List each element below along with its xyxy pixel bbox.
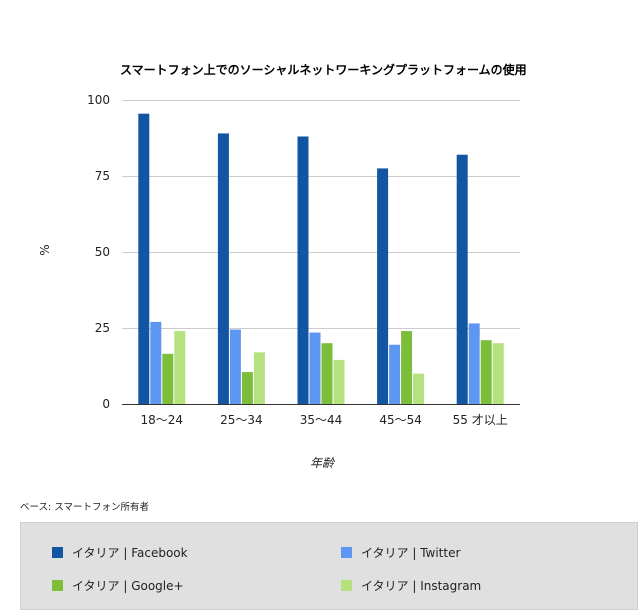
bar-2-4 bbox=[389, 344, 401, 404]
bar-4-1 bbox=[174, 331, 186, 404]
y-axis-title: % bbox=[38, 244, 52, 255]
legend-label-instagram: イタリア | Instagram bbox=[361, 578, 482, 593]
bar-1-5 bbox=[456, 154, 468, 404]
y-tick-label: 75 bbox=[95, 169, 110, 183]
y-tick-labels: 0 25 50 75 100 bbox=[87, 93, 110, 411]
y-tick-label: 50 bbox=[95, 245, 110, 259]
chart: スマートフォン上でのソーシャルネットワーキングプラットフォームの使用 0 25 50… bbox=[38, 62, 527, 470]
bar-1-3 bbox=[297, 136, 309, 405]
legend-item-twitter: イタリア | Twitter bbox=[341, 544, 460, 560]
bar-2-5 bbox=[468, 323, 480, 404]
legend-swatch-googleplus bbox=[52, 579, 63, 591]
bar-4-4 bbox=[413, 373, 425, 404]
y-tick-label: 25 bbox=[95, 321, 110, 335]
x-tick-label: 55 才以上 bbox=[453, 413, 508, 427]
x-tick-labels: 18〜24 25〜34 35〜44 45〜54 55 才以上 bbox=[141, 413, 508, 427]
x-tick-label: 35〜44 bbox=[300, 413, 343, 427]
bar-3-2 bbox=[241, 372, 253, 404]
bar-4-2 bbox=[253, 352, 265, 404]
bar-2-1 bbox=[150, 321, 162, 404]
x-tick-label: 25〜34 bbox=[220, 413, 263, 427]
x-tick-label: 45〜54 bbox=[379, 413, 422, 427]
bar-1-1 bbox=[138, 113, 150, 405]
legend-item-instagram: イタリア | Instagram bbox=[341, 577, 481, 593]
bar-3-3 bbox=[321, 343, 333, 404]
legend-item-facebook: イタリア | Facebook bbox=[52, 544, 188, 560]
bar-2-2 bbox=[229, 329, 241, 404]
y-tick-label: 0 bbox=[102, 397, 110, 411]
y-tick-label: 100 bbox=[87, 93, 110, 107]
legend-label-facebook: イタリア | Facebook bbox=[72, 545, 188, 560]
legend-swatch-facebook bbox=[52, 546, 63, 558]
legend-label-googleplus: イタリア | Google+ bbox=[72, 578, 184, 593]
legend: イタリア | Facebook イタリア | Twitter イタリア | Go… bbox=[20, 522, 638, 610]
x-axis-title: 年齢 bbox=[310, 456, 336, 470]
bar-1-4 bbox=[377, 168, 389, 404]
bar-1-2 bbox=[217, 133, 229, 404]
chart-title: スマートフォン上でのソーシャルネットワーキングプラットフォームの使用 bbox=[120, 62, 527, 77]
legend-label-twitter: イタリア | Twitter bbox=[361, 545, 461, 560]
base-note: ベース: スマートフォン所有者 bbox=[20, 502, 149, 513]
bars bbox=[138, 113, 504, 405]
bar-3-5 bbox=[480, 340, 492, 404]
legend-swatch-instagram bbox=[341, 579, 352, 591]
bar-4-5 bbox=[492, 343, 504, 404]
legend-item-googleplus: イタリア | Google+ bbox=[52, 577, 184, 593]
bar-4-3 bbox=[333, 359, 345, 404]
x-tick-label: 18〜24 bbox=[141, 413, 184, 427]
gridlines bbox=[122, 100, 520, 329]
bar-3-1 bbox=[162, 353, 174, 404]
legend-swatch-twitter bbox=[341, 546, 352, 558]
bar-2-3 bbox=[309, 332, 321, 404]
bar-3-4 bbox=[401, 331, 413, 404]
